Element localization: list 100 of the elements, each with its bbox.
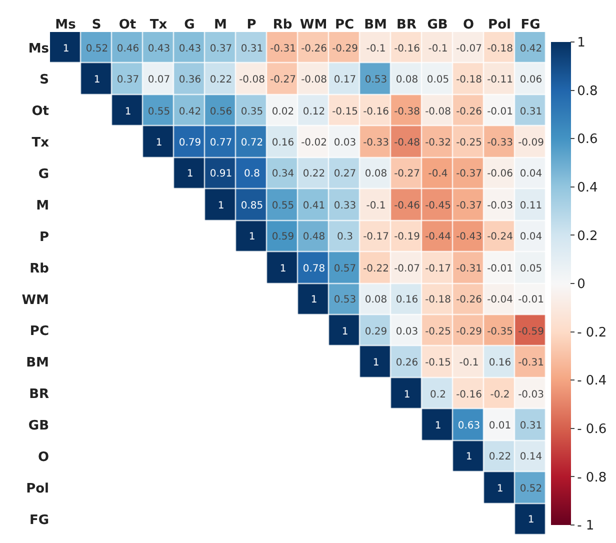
x-tick-label: S [92,17,102,32]
data-label: -0.26 [456,294,482,306]
data-label: -0.07 [456,44,482,54]
data-label: -0.48 [394,138,420,148]
data-label: 0.03 [396,326,418,338]
data-label: 0.11 [520,200,542,212]
x-tick-label: BR [396,17,416,32]
x-tick-label: FG [520,17,540,32]
data-label: -0.32 [425,138,451,148]
y-tick-label: BR [29,387,49,402]
color-bar-label: 1 [577,36,586,51]
data-label: 0.33 [334,200,356,212]
data-label: 0.3 [337,232,353,242]
data-label: -0.25 [456,138,482,148]
data-label: 0.05 [520,264,542,274]
color-bar-label: - 0.6 [577,422,607,437]
x-tick-label: PC [334,17,354,32]
x-tick-label: Ms [55,17,76,32]
data-label: -0.29 [332,44,358,54]
color-bar-label: 0.6 [577,132,598,148]
data-label: 0.72 [240,138,264,148]
data-label: -0.59 [518,326,544,338]
data-label: 0.08 [364,168,388,180]
data-label: 0.31 [240,44,264,54]
data-label: -0.4 [428,168,448,180]
data-label: -0.1 [366,200,386,212]
data-label: -0.1 [459,358,479,368]
y-tick-label: P [39,230,49,245]
data-label: 0.27 [334,168,356,180]
data-label: 1 [528,514,534,526]
data-label: 0.29 [364,326,388,338]
data-label: -0.16 [456,390,482,400]
data-label: 0.63 [458,420,480,432]
data-label: -0.01 [487,106,513,118]
x-tick-label: BM [364,17,387,32]
data-label: 0.03 [334,138,356,148]
data-label: -0.27 [394,168,420,180]
data-label: 0.14 [520,452,542,462]
data-label: 1 [218,200,224,212]
data-label: -0.1 [428,44,448,54]
data-label: -0.16 [363,106,389,118]
data-label: 0.04 [520,168,542,180]
data-label: -0.19 [394,232,420,242]
x-tick-label: O [462,17,474,32]
data-label: 1 [62,44,70,54]
data-label: -0.27 [270,74,296,86]
data-label: 1 [280,264,286,274]
x-tick-label: WM [300,17,328,32]
data-label: 0.36 [178,74,202,86]
y-tick-label: GB [28,418,49,434]
data-label: 0.08 [396,74,418,86]
data-label: -0.46 [394,200,420,212]
data-label: -0.08 [301,74,327,86]
data-label: 1 [156,138,162,148]
data-label: -0.06 [487,168,513,180]
data-label: -0.31 [518,358,544,368]
data-label: 0.85 [240,200,264,212]
data-label: 0.37 [116,74,140,86]
data-label: -0.01 [518,294,544,306]
y-tick-label: PC [30,324,49,340]
data-label: 0.16 [396,294,418,306]
data-label: 0.04 [520,232,542,242]
x-tick-label: G [184,17,195,32]
data-label: -0.25 [425,326,451,338]
data-label: 0.48 [302,232,326,242]
data-label: 0.79 [178,138,202,148]
data-label: 0.43 [148,44,170,54]
data-label: -0.15 [332,106,358,118]
y-tick-label: G [38,167,49,182]
data-label: -0.09 [518,138,544,148]
data-label: 0.02 [272,106,294,118]
data-label: -0.18 [456,74,482,86]
data-label: 0.42 [520,44,542,54]
data-label: -0.03 [487,200,513,212]
x-tick-label: Rb [272,17,292,32]
data-label: 0.2 [430,390,446,400]
data-label: -0.03 [518,390,544,400]
data-label: 0.53 [334,294,356,306]
data-label: 0.52 [86,44,108,54]
data-label: 0.34 [272,168,294,180]
data-label: 1 [248,232,256,242]
data-label: 1 [310,294,318,306]
data-label: 0.07 [148,74,170,86]
data-label: -0.33 [363,138,389,148]
data-label: 0.05 [426,74,450,86]
data-label: -0.26 [456,106,482,118]
data-label: 1 [342,326,348,338]
color-bar-label: 0 [577,277,586,292]
data-label: 1 [94,74,100,86]
data-label: 0.43 [178,44,202,54]
data-label: -0.24 [487,232,513,242]
color-bar-label: - 0.2 [577,325,607,340]
data-label: 0.01 [488,420,512,432]
y-tick-label: Ms [28,41,50,56]
data-label: 1 [404,390,410,400]
data-label: 0.22 [302,168,326,180]
y-tick-label: Pol [26,481,49,496]
data-label: -0.15 [425,358,451,368]
data-label: -0.43 [456,232,482,242]
data-label: 0.53 [364,74,388,86]
